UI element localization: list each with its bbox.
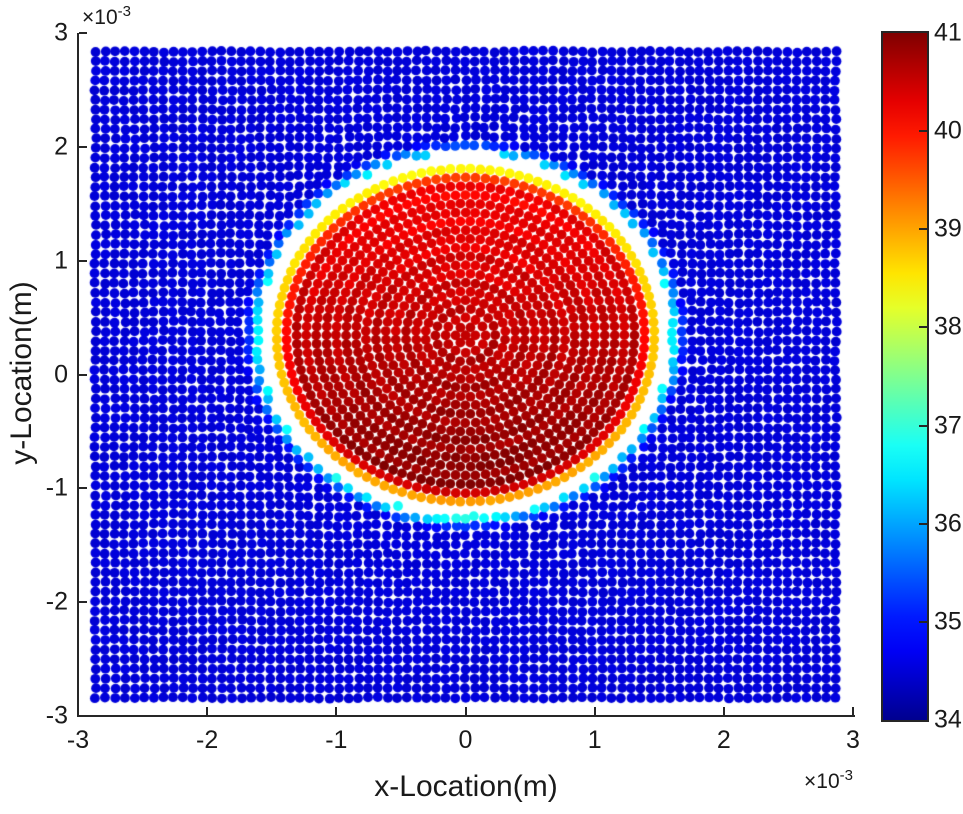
x-tick-mark [593,707,596,715]
x-tick-mark [722,707,725,715]
colorbar-tick-label: 39 [934,214,962,243]
x-tick-label: 2 [716,726,731,754]
colorbar-tick-label: 35 [934,607,962,636]
x-tick-label: -1 [325,726,348,754]
y-tick-label: -2 [45,587,68,616]
y-tick-label: 3 [54,18,68,47]
colorbar-tick-mark [919,424,927,427]
colorbar-tick-mark [919,228,927,231]
x-tick-label: -3 [66,726,90,754]
colorbar [881,31,929,722]
colorbar-tick-label: 40 [934,116,962,145]
particle-field-canvas [78,33,853,716]
colorbar-gradient [883,33,927,720]
y-tick-label: -3 [45,701,68,730]
y-tick-mark [79,487,87,490]
y-tick-label: -1 [45,473,68,502]
y-axis-label: y-Location(m) [5,281,38,465]
colorbar-tick-mark [919,522,927,525]
colorbar-tick-label: 38 [934,312,962,341]
y-tick-mark [79,373,87,376]
x-tick-label: 0 [458,726,473,754]
colorbar-tick-label: 34 [934,705,962,734]
x-tick-mark [335,707,338,715]
x-tick-label: 3 [846,726,860,754]
x-axis-label: x-Location(m) [374,770,558,803]
y-tick-mark [79,259,87,262]
y-tick-mark [79,32,87,34]
y-axis-spine [77,33,79,717]
x-tick-mark [852,707,854,715]
x-tick-label: -2 [196,726,219,754]
x-tick-mark [206,707,209,715]
x-tick-mark [464,707,467,715]
y-axis-exponent: ×10-3 [82,4,131,28]
y-exponent-base: ×10 [82,6,118,29]
y-tick-mark [79,601,87,604]
colorbar-tick-label: 37 [934,411,962,440]
y-tick-mark [79,145,87,148]
x-exponent-sup: -3 [839,767,853,784]
x-tick-mark [77,707,79,715]
colorbar-tick-mark [919,620,927,623]
y-tick-label: 0 [54,360,68,388]
colorbar-tick-mark [919,130,927,133]
colorbar-tick-label: 41 [934,18,962,47]
x-axis-exponent: ×10-3 [804,768,853,792]
y-tick-label: 2 [54,132,68,161]
y-tick-label: 1 [54,246,68,275]
colorbar-tick-mark [919,326,927,329]
y-tick-mark [79,715,87,717]
x-exponent-base: ×10 [804,770,840,793]
colorbar-tick-label: 36 [934,509,962,538]
x-tick-label: 1 [587,726,602,754]
x-axis-spine [77,715,855,717]
y-exponent-sup: -3 [117,3,131,20]
